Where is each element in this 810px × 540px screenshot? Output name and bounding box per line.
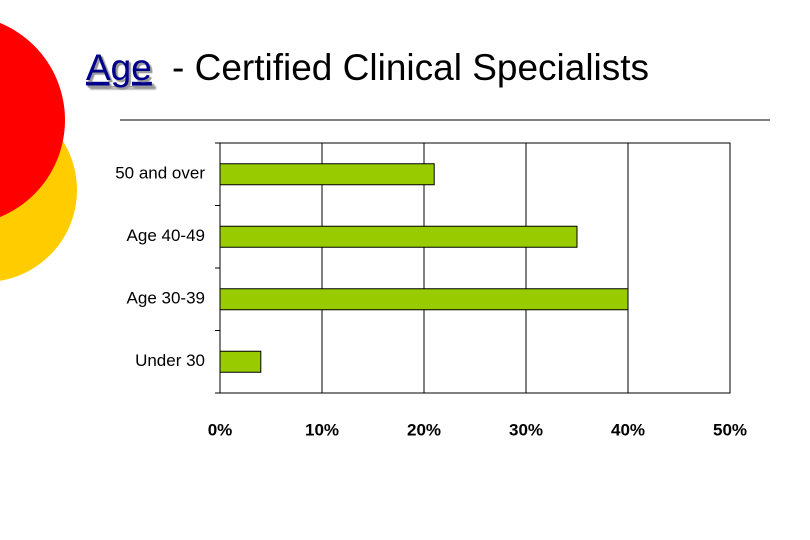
x-tick-label: 0% [208,420,233,439]
bar [219,350,262,373]
y-tick-label: Age 40-49 [127,226,205,245]
title-link[interactable]: Age [86,47,152,88]
x-tick-label: 50% [713,420,747,439]
x-tick-label: 30% [509,420,543,439]
decor-circle [0,22,65,218]
bar [219,163,435,186]
bar [219,225,578,248]
x-tick-label: 40% [611,420,645,439]
y-tick-label: 50 and over [115,164,205,183]
chart-title: - Certified Clinical Specialists [172,47,649,88]
bar [219,288,629,311]
x-tick-label: 10% [305,420,339,439]
x-tick-label: 20% [407,420,441,439]
y-tick-label: Age 30-39 [127,289,205,308]
y-tick-label: Under 30 [135,351,205,370]
